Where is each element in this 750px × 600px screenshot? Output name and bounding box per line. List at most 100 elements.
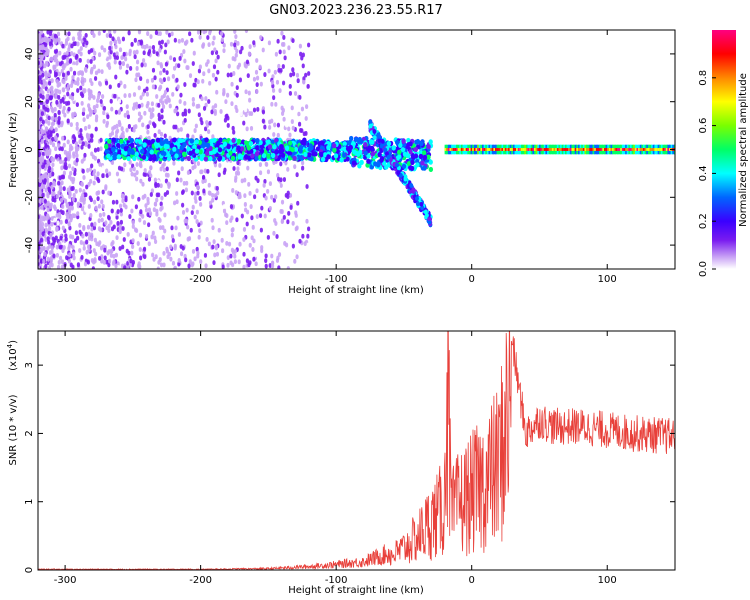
heatmap-cell: [205, 123, 210, 128]
heatmap-cell: [42, 184, 46, 189]
heatmap-cell: [163, 49, 167, 55]
heatmap-cell: [267, 40, 272, 46]
heatmap-cell: [89, 59, 93, 64]
heatmap-cell: [38, 220, 42, 226]
heatmap-cell: [169, 256, 173, 262]
heatmap-cell: [222, 141, 228, 147]
heatmap-cell: [252, 40, 256, 46]
heatmap-cell: [576, 148, 579, 151]
heatmap-cell: [301, 63, 305, 69]
spectrogram-xtick-label: 0: [469, 274, 475, 285]
heatmap-cell: [525, 148, 529, 151]
colorbar-tick-label: 0.2: [698, 213, 709, 229]
heatmap-cell: [133, 227, 138, 233]
heatmap-cell: [145, 103, 149, 109]
heatmap-cell: [97, 68, 101, 74]
heatmap-cell: [123, 112, 127, 118]
heatmap-cell: [130, 149, 135, 155]
heatmap-cell: [243, 177, 247, 183]
heatmap-cell: [414, 196, 419, 201]
heatmap-cell: [157, 129, 161, 135]
heatmap-cell: [114, 39, 118, 45]
heatmap-cell: [206, 35, 210, 40]
heatmap-cell: [146, 129, 150, 135]
heatmap-cell: [44, 42, 48, 48]
heatmap-cell: [210, 50, 214, 56]
heatmap-cell: [130, 171, 134, 177]
heatmap-cell: [54, 235, 58, 241]
heatmap-cell: [54, 117, 58, 122]
heatmap-cell: [558, 148, 561, 151]
heatmap-cell: [60, 146, 64, 152]
heatmap-cell: [427, 216, 432, 221]
heatmap-cell: [460, 148, 464, 151]
heatmap-cell: [191, 134, 195, 140]
heatmap-cell: [39, 88, 43, 93]
heatmap-cell: [286, 266, 290, 269]
heatmap-cell: [170, 225, 174, 231]
heatmap-cell: [457, 148, 460, 151]
heatmap-cell: [186, 224, 190, 230]
heatmap-cell: [560, 148, 563, 151]
heatmap-cell: [53, 72, 58, 78]
heatmap-cell: [115, 214, 119, 220]
heatmap-cell: [46, 30, 50, 35]
heatmap-cell: [151, 84, 156, 90]
heatmap-cell: [276, 183, 280, 188]
heatmap-cell: [270, 194, 274, 200]
heatmap-cell: [307, 42, 311, 48]
heatmap-cell: [69, 66, 73, 72]
heatmap-cell: [377, 152, 382, 158]
heatmap-cell: [203, 168, 207, 174]
heatmap-cell: [149, 34, 153, 40]
heatmap-cell: [187, 263, 191, 269]
heatmap-cell: [115, 171, 120, 177]
heatmap-cell: [482, 148, 485, 151]
heatmap-cell: [171, 238, 175, 243]
heatmap-cell: [261, 153, 267, 159]
heatmap-cell: [529, 148, 532, 151]
heatmap-cell: [288, 84, 292, 89]
heatmap-cell: [108, 258, 112, 264]
heatmap-cell: [612, 148, 615, 151]
heatmap-cell: [191, 97, 195, 102]
heatmap-cell: [538, 148, 542, 151]
heatmap-cell: [129, 66, 133, 71]
heatmap-cell: [88, 89, 92, 95]
heatmap-cell: [198, 64, 202, 70]
heatmap-cell: [286, 194, 290, 200]
heatmap-cell: [46, 207, 50, 213]
heatmap-cell: [252, 238, 256, 244]
heatmap-cell: [44, 118, 48, 124]
heatmap-cell: [218, 115, 222, 121]
heatmap-cell: [80, 254, 84, 260]
heatmap-cell: [246, 145, 252, 151]
heatmap-cell: [151, 252, 155, 258]
heatmap-cell: [177, 170, 181, 176]
heatmap-cell: [517, 148, 520, 151]
heatmap-cell: [78, 223, 82, 228]
heatmap-cell: [60, 264, 65, 269]
heatmap-cell: [50, 90, 54, 96]
heatmap-cell: [82, 224, 86, 230]
heatmap-cell: [236, 238, 240, 244]
heatmap-cell: [41, 164, 45, 170]
heatmap-cell: [55, 194, 60, 199]
heatmap-cell: [65, 152, 69, 158]
heatmap-cell: [664, 148, 667, 151]
heatmap-cell: [179, 126, 183, 132]
heatmap-cell: [40, 225, 44, 231]
heatmap-cell: [236, 145, 241, 151]
heatmap-cell: [141, 122, 145, 128]
heatmap-cell: [270, 152, 276, 159]
heatmap-cell: [82, 107, 86, 113]
heatmap-cell: [69, 217, 73, 223]
heatmap-cell: [101, 203, 105, 209]
heatmap-cell: [548, 148, 551, 151]
heatmap-cell: [191, 204, 195, 210]
heatmap-cell: [568, 148, 571, 151]
heatmap-cell: [160, 114, 164, 120]
heatmap-cell: [660, 148, 664, 151]
heatmap-cell: [202, 188, 206, 194]
heatmap-cell: [270, 101, 274, 107]
